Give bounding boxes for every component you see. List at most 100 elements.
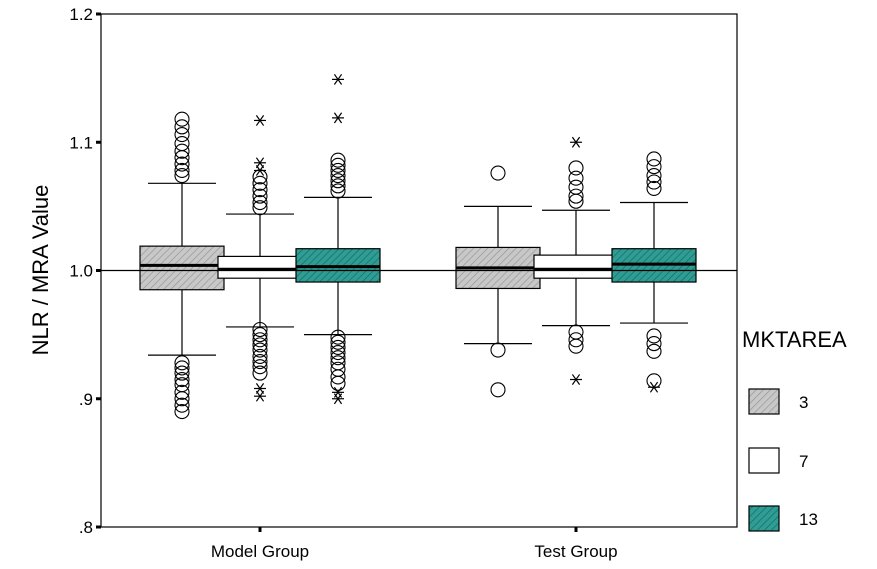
y-tick-label: 1.1 bbox=[69, 133, 93, 152]
legend-swatch-7 bbox=[748, 447, 780, 474]
outlier-point bbox=[174, 391, 190, 407]
box-group-3-test-group bbox=[455, 165, 541, 398]
extreme-stroke bbox=[649, 381, 659, 393]
box-group-13-model-group bbox=[295, 73, 381, 405]
outlier-point bbox=[330, 350, 346, 366]
outlier-point bbox=[174, 360, 190, 376]
extreme-stroke bbox=[333, 112, 343, 124]
extreme-point bbox=[254, 165, 266, 176]
outlier-point bbox=[252, 200, 268, 216]
outlier-point bbox=[646, 336, 662, 352]
legend-swatch-3 bbox=[748, 388, 780, 415]
outlier-point bbox=[646, 151, 662, 167]
box-group-3-model-group bbox=[139, 111, 225, 420]
extreme-stroke bbox=[571, 374, 581, 385]
outlier-point bbox=[174, 135, 190, 152]
outlier-point bbox=[252, 169, 268, 185]
outlier-point bbox=[490, 382, 506, 398]
outlier-point bbox=[174, 156, 190, 172]
extreme-stroke bbox=[255, 115, 265, 126]
legend-label-3: 3 bbox=[799, 393, 808, 412]
extreme-point bbox=[570, 374, 582, 385]
x-category-label: Model Group bbox=[211, 542, 309, 561]
outlier-point bbox=[252, 321, 268, 338]
outlier-point bbox=[174, 371, 190, 388]
extreme-point bbox=[648, 381, 660, 393]
outlier-point bbox=[174, 355, 190, 371]
y-tick-label: .8 bbox=[79, 518, 93, 537]
outlier-point bbox=[252, 342, 268, 358]
extreme-point bbox=[332, 393, 344, 405]
outlier-point bbox=[646, 373, 662, 389]
outlier-point bbox=[568, 160, 584, 176]
outlier-point bbox=[252, 188, 268, 204]
extreme-stroke bbox=[255, 390, 265, 402]
outlier-point bbox=[330, 152, 346, 168]
legend: MKTAREA 3 7 13 bbox=[742, 327, 847, 532]
y-tick-label: 1.2 bbox=[69, 5, 93, 24]
outlier-point bbox=[252, 359, 268, 375]
outlier-point bbox=[330, 375, 346, 391]
outlier-point bbox=[646, 174, 662, 190]
outlier-point bbox=[174, 397, 190, 413]
outlier-point bbox=[646, 343, 662, 359]
outlier-point bbox=[252, 182, 268, 198]
plot-area: .8 .9 1.0 1.1 1.2 Model Group Test Group bbox=[69, 5, 738, 561]
outlier-point bbox=[330, 369, 346, 385]
outlier-point bbox=[330, 162, 346, 179]
outlier-point bbox=[252, 332, 268, 348]
outlier-point bbox=[330, 334, 346, 350]
outlier-point bbox=[252, 348, 268, 364]
outlier-point bbox=[568, 179, 584, 195]
outlier-point bbox=[646, 328, 662, 344]
outlier-point bbox=[330, 345, 346, 361]
extreme-stroke bbox=[333, 393, 343, 405]
outlier-point bbox=[646, 159, 662, 175]
y-axis-title: NLR / MRA Value bbox=[28, 185, 53, 356]
extreme-point bbox=[254, 390, 266, 402]
outlier-point bbox=[646, 180, 662, 196]
outlier-point bbox=[174, 365, 190, 381]
box bbox=[139, 245, 225, 291]
outlier-point bbox=[174, 111, 190, 127]
outlier-point bbox=[330, 339, 346, 356]
outlier-point bbox=[174, 119, 190, 135]
outlier-point bbox=[568, 324, 584, 340]
extreme-stroke bbox=[255, 165, 265, 176]
outlier-point bbox=[330, 157, 346, 173]
extreme-point bbox=[332, 112, 344, 124]
y-tick-label: 1.0 bbox=[69, 262, 93, 281]
outlier-point bbox=[330, 173, 346, 189]
outlier-point bbox=[568, 332, 584, 348]
outlier-point bbox=[174, 162, 190, 179]
legend-swatch-13 bbox=[748, 505, 780, 532]
legend-title: MKTAREA bbox=[742, 327, 847, 352]
outlier-point bbox=[252, 175, 268, 191]
outlier-point bbox=[252, 194, 268, 211]
extreme-point bbox=[570, 136, 582, 148]
outlier-point bbox=[252, 354, 268, 370]
outlier-point bbox=[330, 178, 346, 194]
y-tick-label: .9 bbox=[79, 390, 93, 409]
outlier-point bbox=[568, 188, 584, 204]
box bbox=[533, 254, 619, 279]
outlier-point bbox=[568, 338, 584, 354]
outlier-point bbox=[330, 329, 346, 345]
x-category-label: Test Group bbox=[534, 542, 617, 561]
extreme-stroke bbox=[333, 73, 343, 85]
outlier-point bbox=[174, 143, 190, 159]
outlier-point bbox=[174, 404, 190, 420]
outlier-point bbox=[252, 327, 268, 343]
outlier-point bbox=[568, 193, 584, 209]
extreme-point bbox=[254, 383, 266, 394]
box-group-13-test-group bbox=[611, 151, 697, 393]
box-group-7-model-group bbox=[217, 115, 303, 402]
extreme-stroke bbox=[571, 136, 581, 148]
outlier-point bbox=[490, 165, 506, 181]
outlier-point bbox=[174, 168, 190, 184]
legend-label-13: 13 bbox=[799, 510, 818, 529]
outlier-point bbox=[646, 168, 662, 184]
outlier-point bbox=[252, 365, 268, 381]
legend-label-7: 7 bbox=[799, 452, 808, 471]
